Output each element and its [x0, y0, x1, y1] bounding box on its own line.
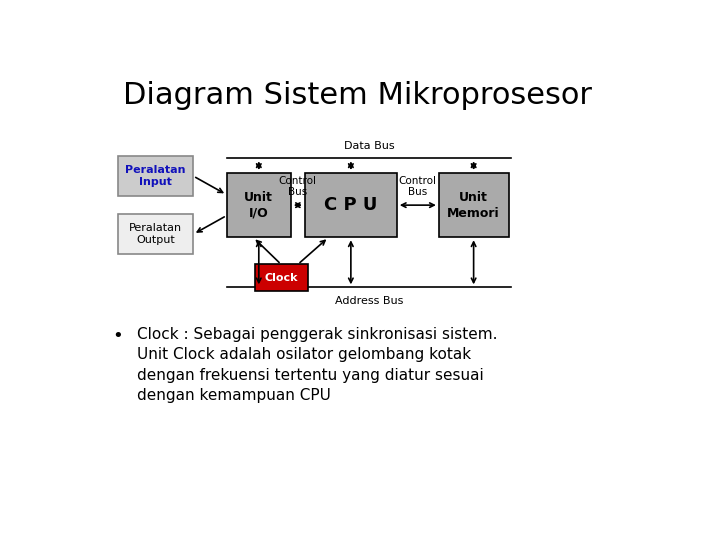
Text: Data Bus: Data Bus [343, 141, 395, 151]
FancyBboxPatch shape [118, 214, 193, 254]
Text: Unit
I/O: Unit I/O [244, 191, 273, 220]
Text: Peralatan
Input: Peralatan Input [125, 165, 186, 187]
FancyBboxPatch shape [118, 156, 193, 196]
Text: Diagram Sistem Mikroprosesor: Diagram Sistem Mikroprosesor [124, 82, 593, 111]
Text: Control
Bus: Control Bus [279, 176, 317, 197]
Text: Unit
Memori: Unit Memori [447, 191, 500, 220]
Text: C P U: C P U [324, 196, 377, 214]
FancyBboxPatch shape [305, 173, 397, 238]
Text: Peralatan
Output: Peralatan Output [129, 223, 182, 246]
FancyBboxPatch shape [227, 173, 291, 238]
Text: Clock: Clock [264, 273, 298, 283]
Text: Clock : Sebagai penggerak sinkronisasi sistem.
Unit Clock adalah osilator gelomb: Clock : Sebagai penggerak sinkronisasi s… [138, 327, 498, 403]
Text: Address Bus: Address Bus [335, 296, 403, 306]
FancyBboxPatch shape [255, 265, 307, 292]
Text: Control
Bus: Control Bus [399, 176, 437, 197]
Text: •: • [112, 327, 123, 345]
FancyBboxPatch shape [438, 173, 508, 238]
